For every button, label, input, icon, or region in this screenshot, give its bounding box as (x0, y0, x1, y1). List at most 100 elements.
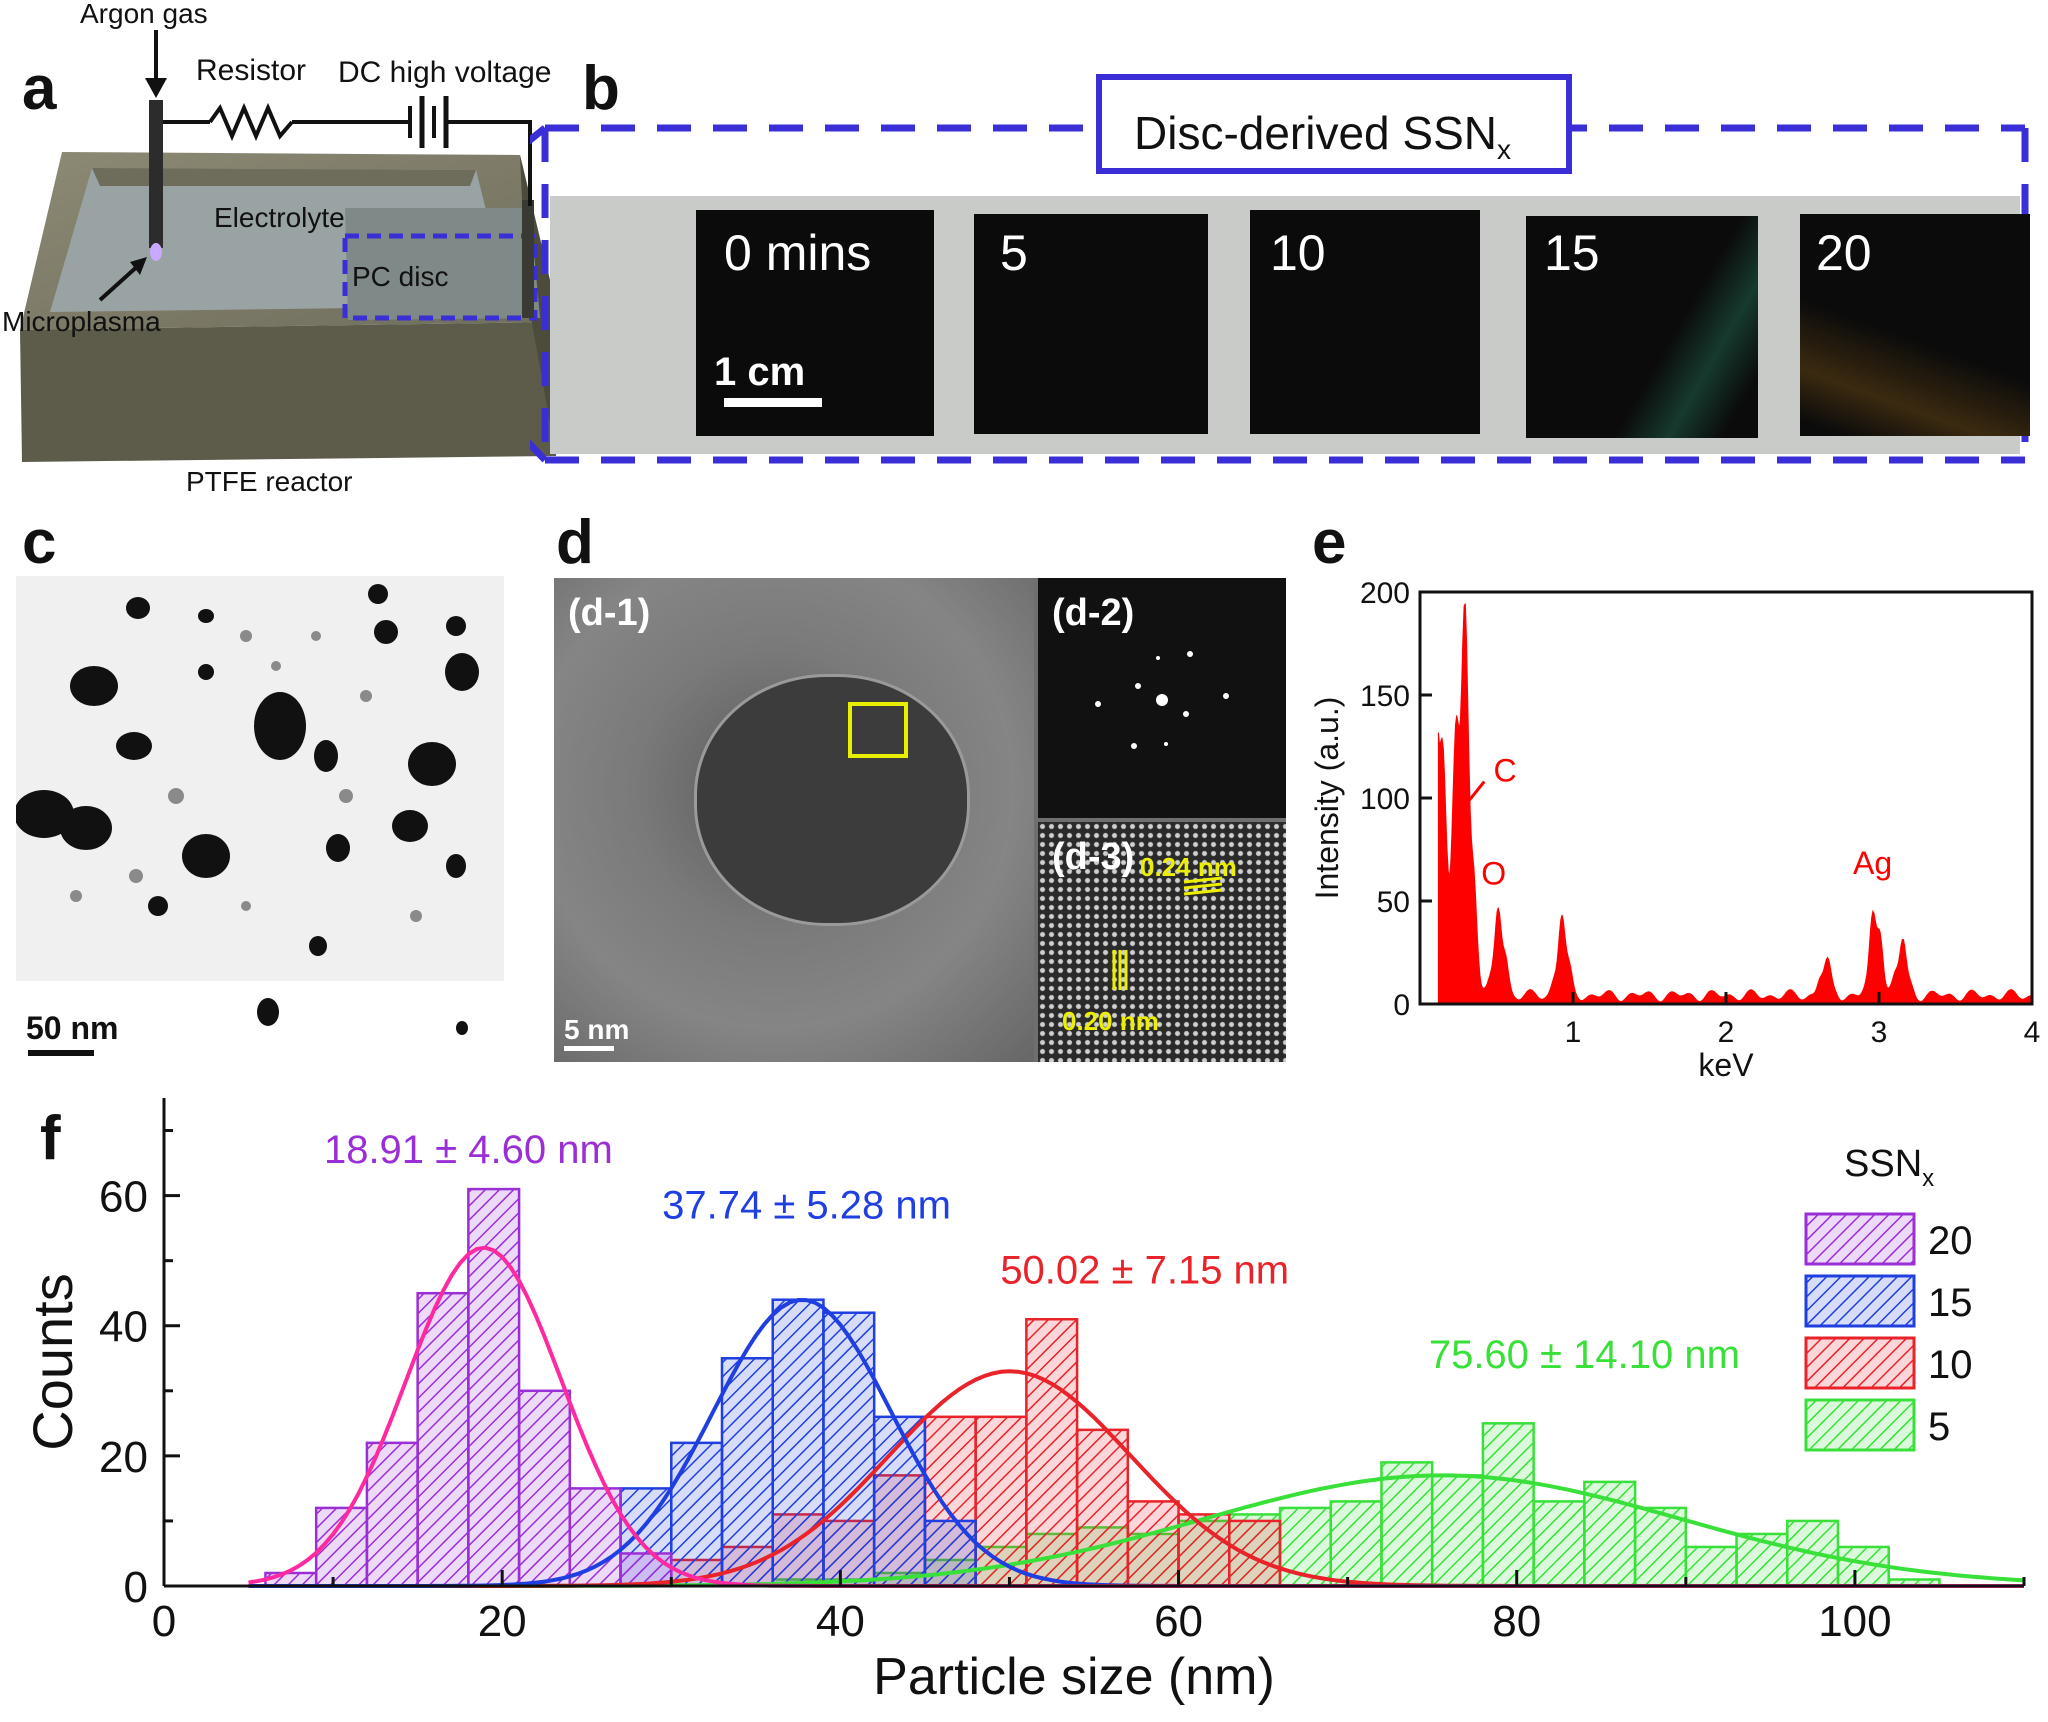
selected-area-box (848, 702, 908, 758)
microplasma-glow (150, 243, 162, 261)
tem-c-scale-label: 50 nm (26, 1010, 119, 1046)
hist-y-tick-label: 0 (124, 1563, 148, 1612)
hist-x-tick-label: 40 (816, 1597, 865, 1646)
pc-disc-label: PC disc (352, 261, 449, 292)
chip-label-0: 0 mins (724, 225, 872, 281)
eds-x-tick-label: 2 (1718, 1016, 1735, 1049)
disc-chip-15 (1526, 216, 1758, 438)
spacing-label-2: 0.20 nm (1062, 1006, 1159, 1036)
eds-y-tick-label: 200 (1360, 577, 1410, 610)
microplasma-label: Microplasma (2, 306, 161, 337)
chip-label-20: 20 (1816, 225, 1872, 281)
resistor-icon (208, 102, 294, 142)
chip-label-15: 15 (1544, 225, 1600, 281)
panel-label-e: e (1312, 508, 1347, 577)
hist-bar-5 (1329, 1500, 1383, 1588)
disc-chip-20 (1800, 214, 2030, 436)
hist-x-tick-label: 60 (1154, 1597, 1203, 1646)
chip-label-5: 5 (1000, 225, 1028, 281)
hist-bar-15 (822, 1311, 876, 1588)
d1-label: (d-1) (568, 592, 651, 634)
eds-annotation-c: C (1493, 753, 1516, 789)
legend: SSNx 20 15 10 5 (1804, 1143, 1973, 1452)
dc-voltage-label: DC high voltage (338, 56, 552, 89)
fit-label-15: 37.74 ± 5.28 nm (662, 1183, 951, 1227)
fit-label-10: 50.02 ± 7.15 nm (1000, 1248, 1289, 1292)
eds-annotation-line-c (1461, 780, 1486, 810)
legend-label-5: 5 (1928, 1405, 1950, 1449)
photo-scale-bar (724, 398, 822, 407)
hist-y-tick-label: 60 (99, 1173, 148, 1222)
hist-bar-5 (1481, 1422, 1535, 1588)
hist-bar-15 (720, 1357, 774, 1588)
argon-arrow-icon (145, 78, 167, 98)
disc-chip-5 (974, 214, 1208, 434)
eds-x-tick-label: 1 (1565, 1016, 1582, 1049)
panel-label-b: b (582, 54, 620, 123)
disc-chip-10 (1250, 210, 1480, 434)
eds-plot-frame (1418, 590, 2034, 1006)
title-box: Disc-derived SSNx (1096, 74, 1572, 174)
legend-swatch-20 (1804, 1212, 1916, 1266)
legend-label-15: 15 (1928, 1281, 1973, 1325)
capillary-electrode (149, 100, 163, 248)
hist-bar-5 (1583, 1480, 1637, 1588)
eds-chart: 0 50 100 150 200 1 2 3 4 keV Intensity (a.u.) C O Ag (1309, 577, 2041, 1083)
hist-x-axis-label: Particle size (nm) (873, 1648, 1275, 1706)
title-subscript: x (1497, 134, 1511, 166)
eds-y-tick-label: 150 (1360, 680, 1410, 713)
eds-annotation-o: O (1481, 856, 1506, 892)
hist-bar-15 (670, 1441, 724, 1588)
hist-bar-5 (1532, 1500, 1586, 1588)
spacing-label-1: 0.24 nm (1140, 852, 1237, 882)
eds-y-axis-label: Intensity (a.u.) (1309, 697, 1345, 900)
eds-y-tick-label: 100 (1360, 783, 1410, 816)
eds-x-tick-label: 4 (2024, 1016, 2041, 1049)
hist-bar-10 (1126, 1500, 1180, 1588)
hist-bar-10 (1228, 1519, 1282, 1588)
legend-label-10: 10 (1928, 1343, 1973, 1387)
hist-x-tick-label: 100 (1818, 1597, 1891, 1646)
legend-swatch-15 (1804, 1274, 1916, 1328)
panel-label-c: c (22, 508, 57, 577)
legend-swatch-5 (1804, 1398, 1916, 1452)
fft-d2 (1038, 578, 1286, 818)
resistor-label: Resistor (196, 54, 307, 87)
reactor-drawing (20, 30, 560, 462)
d2-label: (d-2) (1052, 592, 1135, 634)
electrolyte-label: Electrolyte (214, 202, 345, 233)
eds-x-axis-label: keV (1698, 1047, 1754, 1083)
eds-y-tick-label: 0 (1393, 989, 1410, 1022)
hist-x-tick-label: 20 (478, 1597, 527, 1646)
hist-bar-5 (1684, 1545, 1738, 1588)
reactor-schematic: Argon gas Resistor DC high voltage Elect… (0, 0, 680, 500)
disc-photo-panel: Disc-derived SSNx 0 mins 5 10 15 20 1 cm (530, 60, 2048, 480)
legend-title-main: SSN (1844, 1143, 1922, 1185)
lattice-d3 (1038, 822, 1286, 1062)
hist-bar-15 (771, 1298, 825, 1588)
tem-image-c: 50 nm (14, 576, 504, 1068)
title-main: Disc-derived SSN (1134, 107, 1497, 159)
hist-y-tick-label: 40 (99, 1303, 148, 1352)
disc-highlight-box (342, 233, 538, 321)
hist-bar-10 (1075, 1428, 1130, 1588)
tem-c-scale-bar (28, 1050, 94, 1056)
legend-title-sub: x (1922, 1165, 1934, 1192)
hist-x-tick-label: 80 (1492, 1597, 1541, 1646)
d3-label: (d-3) (1052, 836, 1135, 878)
hist-y-tick-label: 20 (99, 1433, 148, 1482)
nanoparticle (694, 674, 970, 926)
hist-y-axis-label: Counts (21, 1273, 84, 1450)
legend-title: SSNx (1844, 1143, 1934, 1192)
hist-x-tick-label: 0 (152, 1597, 176, 1646)
hist-bar-5 (1430, 1474, 1485, 1588)
eds-annotation-ag: Ag (1853, 845, 1892, 881)
photo-scale-label: 1 cm (714, 350, 806, 394)
legend-label-20: 20 (1928, 1219, 1973, 1263)
eds-spectrum-area (1437, 603, 2033, 1005)
ptfe-reactor-label: PTFE reactor (186, 466, 353, 497)
panel-label-f: f (40, 1104, 61, 1173)
reactor-front (20, 322, 560, 462)
hist-bar-5 (1380, 1461, 1434, 1588)
